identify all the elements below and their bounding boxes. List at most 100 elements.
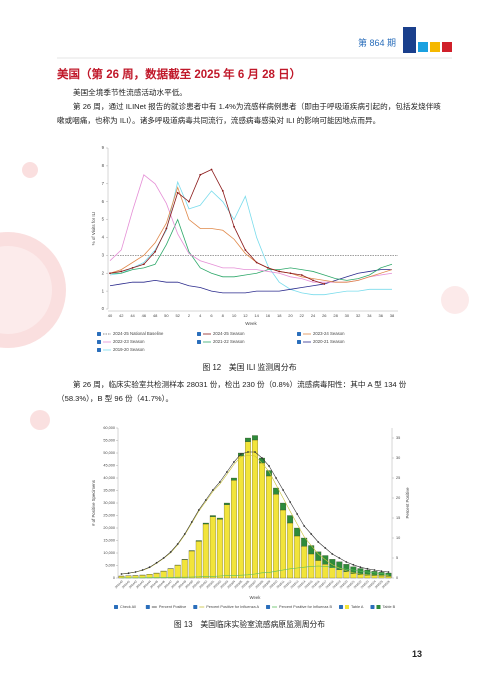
x-tick-label: 202448 xyxy=(170,579,180,589)
y2-tick-label: 30 xyxy=(396,456,400,460)
x-tick-label: 18 xyxy=(277,313,282,318)
y-tick-label: 40,000 xyxy=(103,476,115,480)
x-tick-label: 8 xyxy=(222,313,225,318)
line-marker xyxy=(109,272,111,275)
line-marker xyxy=(176,543,179,545)
bar-segment xyxy=(167,568,174,579)
bar-segment xyxy=(329,567,336,579)
line-marker xyxy=(296,513,299,515)
line-marker xyxy=(244,249,247,251)
x-tick-label: 38 xyxy=(390,313,395,318)
legend-checkbox xyxy=(197,332,201,336)
x-tick-label: 10 xyxy=(232,313,237,318)
x-tick-label: 202443 xyxy=(135,579,145,589)
y-tick-label: 50,000 xyxy=(103,451,115,455)
x-tick-label: 32 xyxy=(356,313,361,318)
line-marker xyxy=(268,465,270,467)
y-tick-label: 30,000 xyxy=(103,501,115,505)
legend-label: 2021-22 Season xyxy=(213,339,245,344)
bar-segment xyxy=(385,572,392,577)
line-marker xyxy=(127,572,130,575)
line-marker xyxy=(225,471,228,473)
legend-checkbox xyxy=(97,332,101,336)
legend-label: 2023-24 Season xyxy=(313,331,345,336)
line-marker xyxy=(359,566,362,569)
y-axis-title: % of Visits for ILI xyxy=(91,212,96,246)
x-tick-label: 26 xyxy=(322,313,327,318)
y-tick-label: 1 xyxy=(102,288,105,293)
x-tick-label: 2 xyxy=(188,313,191,318)
bar-segment xyxy=(315,551,322,561)
y-tick-label: 5,000 xyxy=(105,564,115,568)
line-marker xyxy=(289,272,292,275)
y-tick-label: 60,000 xyxy=(103,426,115,430)
legend-checkbox xyxy=(145,605,150,609)
y-tick-label: 2 xyxy=(102,270,105,275)
line-marker xyxy=(317,541,320,543)
x-tick-label: 202450 xyxy=(184,579,194,589)
bar-segment xyxy=(294,535,301,579)
legend-label: 2019-20 Season xyxy=(113,347,145,352)
line-marker xyxy=(120,270,123,273)
y-tick-label: 10,000 xyxy=(103,551,115,555)
bar-segment xyxy=(350,573,357,579)
x-tick-label: 202520 xyxy=(339,579,349,589)
line-marker xyxy=(204,499,207,501)
legend-label: Percent Positive xyxy=(159,605,186,609)
bar-segment xyxy=(301,537,308,547)
x-tick-label: 202513 xyxy=(290,579,300,589)
series-line xyxy=(121,454,389,576)
bar-segment xyxy=(153,573,160,579)
legend-checkbox xyxy=(266,605,271,609)
bar-segment xyxy=(174,565,181,579)
bar-segment xyxy=(266,475,272,579)
bar-segment xyxy=(252,435,258,441)
bar-segment xyxy=(378,575,385,579)
logo-block xyxy=(418,42,428,52)
bar-segment xyxy=(230,480,237,579)
x-tick-label: 48 xyxy=(153,313,158,318)
line-marker xyxy=(254,451,256,453)
bar-segment xyxy=(280,509,287,579)
bar-segment xyxy=(329,559,336,568)
bar-segment xyxy=(188,550,195,552)
bar-segment xyxy=(223,504,230,579)
bar-segment xyxy=(223,502,230,505)
legend-label: Percent Positive for Influenza B xyxy=(279,605,332,609)
bar-segment xyxy=(273,494,280,579)
legend-checkbox xyxy=(297,340,301,344)
legend-checkbox xyxy=(97,348,101,352)
series-line xyxy=(109,174,393,283)
bar-segment xyxy=(336,569,343,579)
x-tick-label: 202449 xyxy=(177,579,187,589)
paragraph: 第 26 周，临床实验室共检测样本 28031 份，检出 230 份（0.8%）… xyxy=(57,380,407,403)
line-marker xyxy=(380,570,383,573)
y2-tick-label: 10 xyxy=(396,536,400,540)
bar-segment xyxy=(371,575,378,579)
x-tick-label: 42 xyxy=(119,313,124,318)
line-marker xyxy=(188,200,190,203)
bar-segment xyxy=(308,545,315,555)
bar-segment xyxy=(216,519,223,579)
line-marker xyxy=(199,173,202,176)
y-tick-label: 9 xyxy=(102,145,105,150)
logo-block xyxy=(430,42,440,52)
legend-checkbox xyxy=(193,605,198,609)
legend-label: 2020-21 Season xyxy=(313,339,345,344)
line-marker xyxy=(190,521,193,523)
y-tick-label: 55,000 xyxy=(103,439,115,443)
line-marker xyxy=(278,270,281,273)
line-marker xyxy=(303,525,306,527)
x-tick-label: 36 xyxy=(378,313,383,318)
x-tick-label: 202451 xyxy=(191,579,201,589)
bar-segment xyxy=(209,515,216,517)
x-tick-label: 202441 xyxy=(121,579,131,589)
series-line xyxy=(121,565,389,579)
bar-segment xyxy=(273,487,280,495)
line-marker xyxy=(148,566,151,569)
x-tick-label: 202523 xyxy=(360,579,370,589)
line-marker xyxy=(267,266,269,269)
line-marker xyxy=(338,557,341,559)
